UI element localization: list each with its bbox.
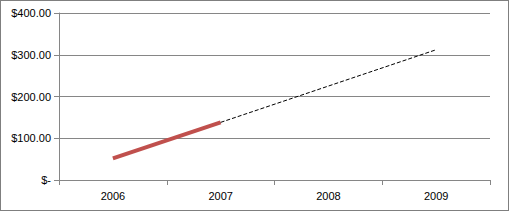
svg-text:$-: $- [41,174,51,186]
svg-text:2008: 2008 [316,190,340,202]
svg-text:2007: 2007 [208,190,232,202]
svg-text:$400.00: $400.00 [11,7,51,19]
svg-text:2006: 2006 [101,190,125,202]
svg-text:2009: 2009 [424,190,448,202]
svg-text:$300.00: $300.00 [11,49,51,61]
svg-text:$200.00: $200.00 [11,91,51,103]
svg-text:$100.00: $100.00 [11,132,51,144]
